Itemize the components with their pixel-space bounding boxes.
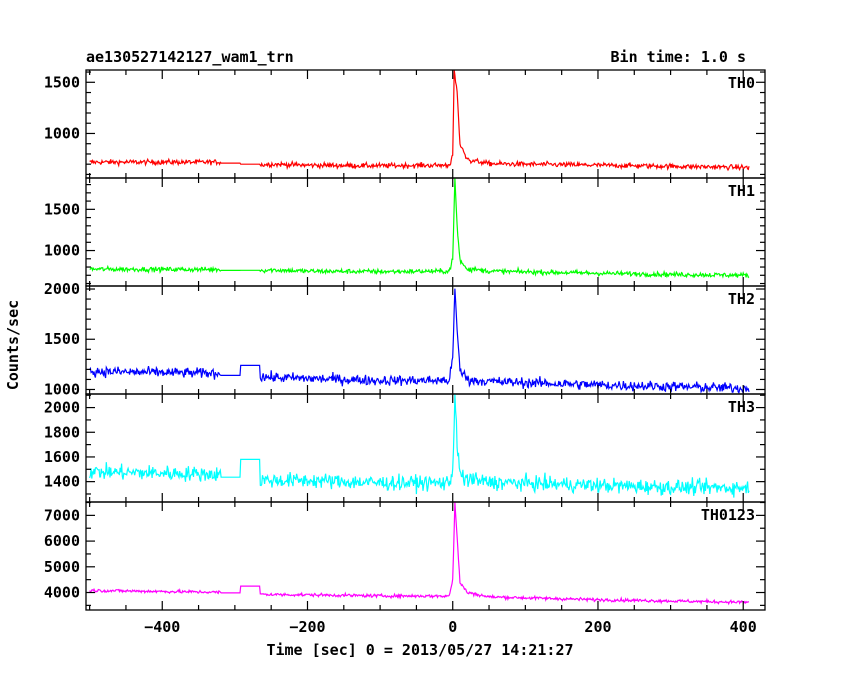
y-tick-label: 5000 (44, 558, 80, 576)
series-line-th1 (89, 177, 750, 279)
panel-label: TH3 (728, 398, 755, 416)
panel-label: TH2 (728, 290, 755, 308)
x-tick-label: 400 (730, 618, 757, 636)
y-axis-label: Counts/sec (4, 300, 22, 390)
x-tick-label: 0 (448, 618, 457, 636)
y-tick-label: 2000 (44, 399, 80, 417)
y-tick-label: 1800 (44, 423, 80, 441)
y-tick-label: 1000 (44, 124, 80, 142)
panel-label: TH1 (728, 182, 755, 200)
y-tick-label: 7000 (44, 506, 80, 524)
y-tick-label: 1000 (44, 380, 80, 398)
series-line-th0 (89, 69, 750, 172)
x-tick-label: 200 (584, 618, 611, 636)
panel-label: TH0123 (701, 506, 755, 524)
panel-th0: 1000 1500 TH0 (44, 69, 766, 179)
series-line-th0123 (89, 502, 749, 606)
x-axis-label: Time [sec] 0 = 2013/05/27 14:21:27 (266, 641, 573, 659)
panel-frame (85, 285, 766, 395)
y-tick-label: 1500 (44, 330, 80, 348)
bin-time-label: Bin time: 1.0 s (611, 48, 746, 66)
x-tick-label: −200 (289, 618, 325, 636)
panel-th0123: 4000 5000 6000 7000 TH0123 (44, 501, 766, 611)
series-line-th2 (89, 288, 750, 395)
series-line-th3 (89, 393, 750, 498)
y-tick-label: 1500 (44, 200, 80, 218)
panel-th2: 1000 1500 2000 TH2 (44, 280, 766, 398)
panel-th3: 1400 1600 1800 2000 TH3 (44, 393, 766, 503)
panel-frame (85, 501, 766, 611)
y-tick-label: 6000 (44, 532, 80, 550)
x-tick-label: −400 (144, 618, 180, 636)
panel-label: TH0 (728, 74, 755, 92)
y-tick-label: 2000 (44, 280, 80, 298)
y-tick-label: 1400 (44, 473, 80, 491)
panel-th1: 1000 1500 TH1 (44, 177, 766, 287)
y-tick-label: 1500 (44, 73, 80, 91)
y-tick-label: 4000 (44, 584, 80, 602)
y-tick-label: 1600 (44, 448, 80, 466)
source-title: ae130527142127_wam1_trn (86, 48, 294, 66)
y-tick-label: 1000 (44, 242, 80, 260)
